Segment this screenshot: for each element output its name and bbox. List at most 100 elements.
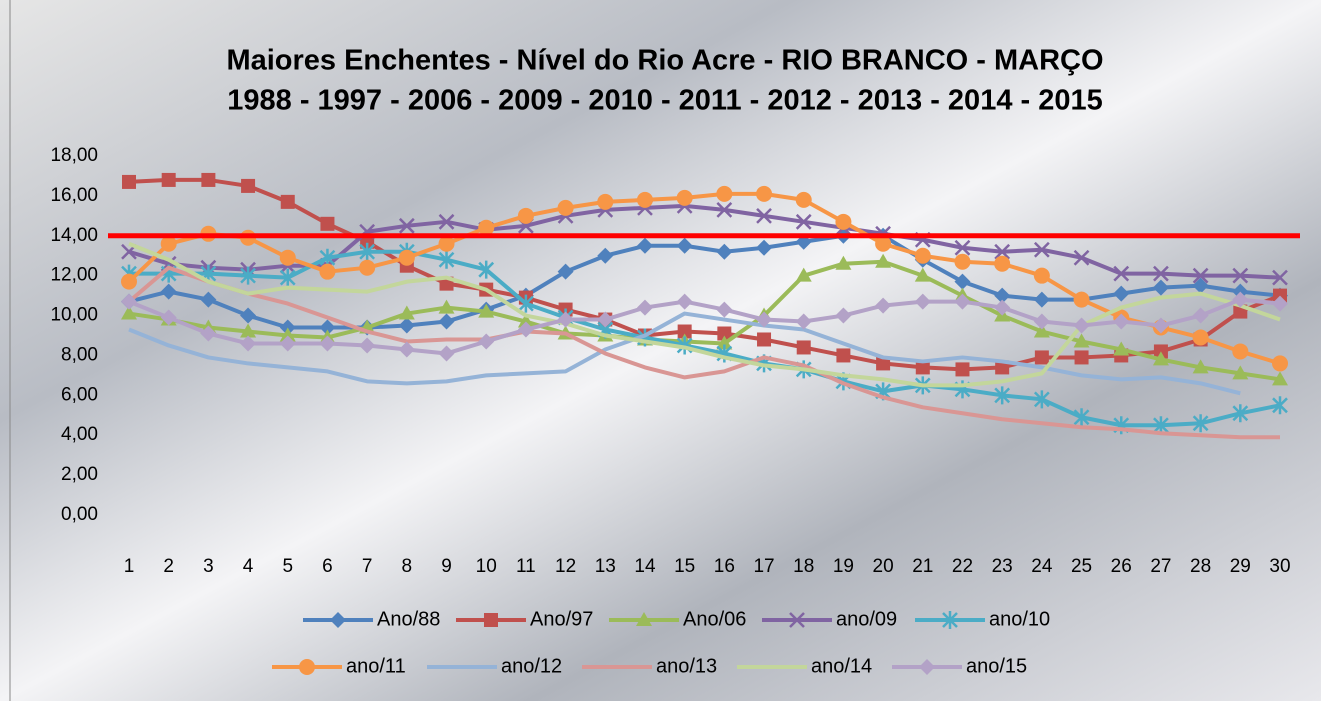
marker: [280, 194, 295, 209]
marker: [795, 213, 812, 230]
y-tick-label: 2,00: [61, 464, 98, 485]
marker: [319, 335, 336, 352]
marker: [557, 263, 574, 280]
x-tick-label: 10: [476, 556, 497, 577]
legend-marker: [919, 659, 935, 675]
marker: [1192, 267, 1209, 284]
legend-label: Ano/88: [377, 608, 440, 630]
series-line: [128, 203, 1281, 280]
marker: [1192, 307, 1209, 324]
marker: [478, 260, 495, 279]
marker: [1073, 408, 1090, 427]
marker: [320, 216, 335, 231]
x-tick-label: 23: [992, 556, 1013, 577]
x-tick-label: 3: [203, 556, 214, 577]
x-tick-label: 2: [163, 556, 174, 577]
legend-marker: [942, 611, 958, 629]
marker: [954, 239, 971, 256]
marker: [398, 305, 415, 320]
y-tick-label: 14,00: [50, 225, 98, 246]
marker: [1113, 341, 1130, 356]
marker: [1033, 267, 1050, 284]
marker: [676, 189, 693, 206]
x-tick-label: 8: [402, 556, 413, 577]
series: [121, 185, 1288, 372]
marker: [756, 239, 773, 256]
marker: [517, 207, 534, 224]
marker: [795, 191, 812, 208]
marker: [757, 332, 772, 347]
legend-item: ano/10: [915, 608, 1050, 630]
y-tick-label: 12,00: [50, 265, 98, 286]
marker: [1192, 329, 1209, 346]
x-tick-label: 26: [1111, 556, 1132, 577]
y-tick-label: 18,00: [50, 145, 98, 166]
series-line: [128, 259, 1281, 382]
marker: [517, 321, 534, 338]
marker: [756, 207, 772, 224]
marker: [121, 305, 137, 320]
marker: [478, 219, 495, 236]
marker: [1033, 241, 1050, 258]
marker: [716, 335, 733, 350]
marker: [597, 311, 614, 328]
marker: [914, 247, 931, 264]
marker: [398, 249, 415, 266]
marker: [438, 299, 455, 314]
x-tick-label: 18: [793, 556, 814, 577]
marker: [875, 253, 892, 268]
x-tick-label: 14: [634, 556, 656, 577]
series-line: [128, 311, 1241, 396]
marker: [160, 235, 177, 252]
marker: [835, 213, 852, 230]
marker: [1152, 317, 1169, 334]
x-tick-label: 6: [322, 556, 333, 577]
legend-label: Ano/97: [530, 608, 593, 630]
marker: [161, 172, 176, 187]
marker: [875, 297, 892, 314]
x-tick-label: 16: [714, 556, 735, 577]
marker: [955, 362, 970, 377]
marker: [677, 324, 692, 339]
x-tick-label: 11: [516, 556, 536, 577]
legend-label: ano/09: [836, 608, 897, 630]
series-line: [128, 241, 1281, 388]
legend-label: ano/12: [501, 655, 562, 677]
marker: [716, 301, 733, 318]
marker: [1113, 313, 1130, 330]
chart-subtitle: 1988 - 1997 - 2006 - 2009 - 2010 - 2011 …: [227, 85, 1102, 117]
legend-marker: [789, 612, 805, 628]
marker: [716, 185, 733, 202]
marker: [557, 311, 574, 328]
marker: [478, 303, 495, 318]
legend-item: ano/11: [272, 655, 406, 677]
marker: [717, 326, 732, 341]
marker: [1033, 323, 1050, 338]
marker: [1272, 396, 1288, 415]
marker: [994, 255, 1011, 272]
legend-item: Ano/97: [456, 608, 593, 630]
legend-item: ano/12: [427, 655, 562, 677]
marker: [1073, 291, 1090, 308]
marker: [1074, 350, 1089, 365]
x-tick-label: 5: [282, 556, 293, 577]
x-tick-label: 17: [753, 556, 774, 577]
marker: [279, 335, 296, 352]
marker: [1033, 291, 1050, 308]
marker: [915, 360, 930, 375]
marker: [636, 191, 653, 208]
marker: [1232, 291, 1249, 308]
x-tick-label: 27: [1150, 556, 1171, 577]
marker: [1272, 295, 1288, 312]
marker: [835, 307, 852, 324]
marker: [716, 201, 733, 218]
x-tick-label: 9: [441, 556, 452, 577]
marker: [517, 313, 534, 328]
marker: [319, 319, 336, 336]
legend-marker: [299, 659, 315, 675]
marker: [1073, 317, 1090, 334]
marker: [398, 217, 415, 234]
x-tick-label: 4: [243, 556, 254, 577]
legend-label: ano/10: [989, 608, 1050, 630]
